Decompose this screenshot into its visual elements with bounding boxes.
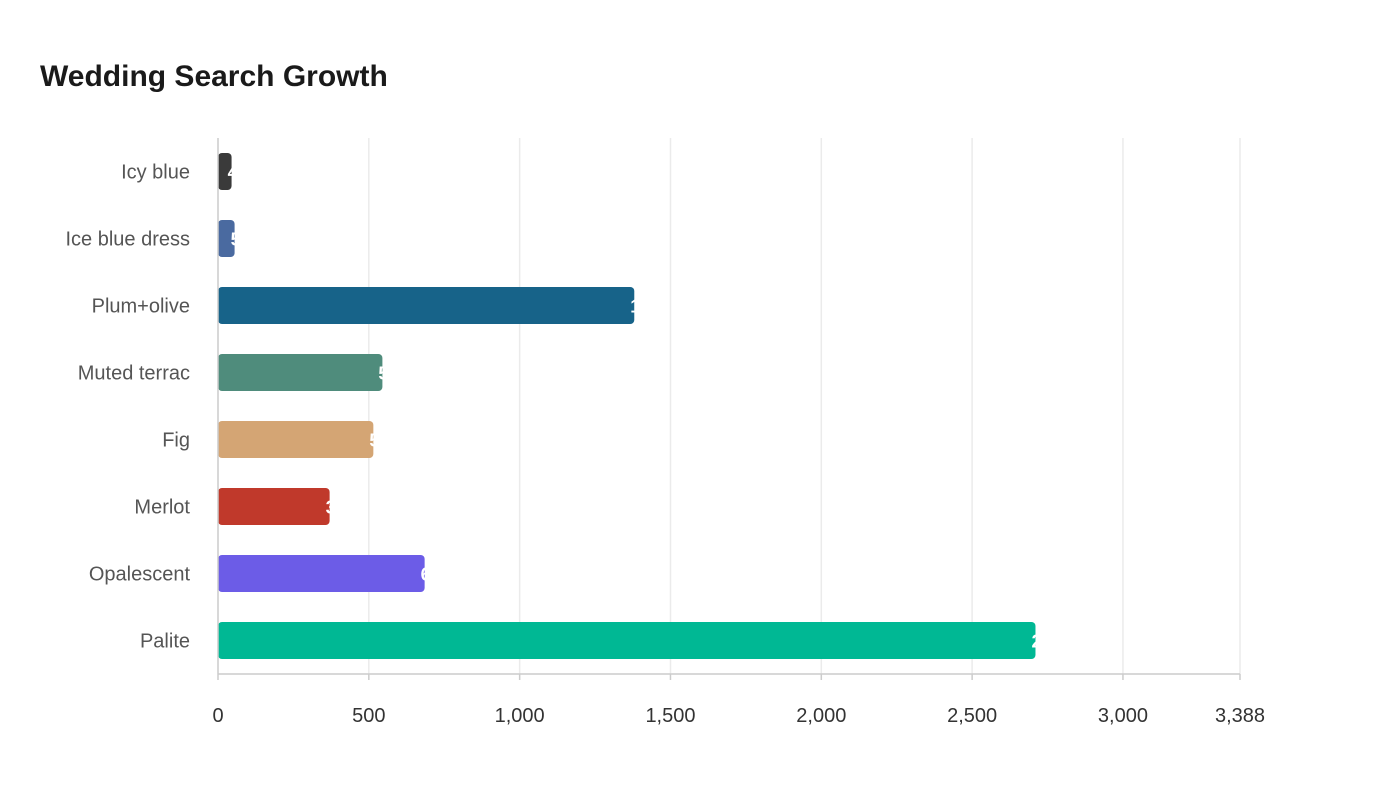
x-tick-label: 3,000 [1098,705,1148,727]
category-label: Icy blue [121,162,190,184]
labels: 0 500 1,000 1,500 2,000 2,500 3,000 3,388 Icy bl… [65,162,1265,728]
bars [218,153,1036,659]
category-label: Fig [162,430,190,452]
bar [218,421,374,458]
x-tick-label: 1,000 [495,705,545,727]
data-label: 685 [421,565,451,585]
axes [217,138,1241,680]
data-label: 55 [231,230,251,250]
x-tick-label: 2,000 [796,705,846,727]
data-label: 1380 [630,297,670,317]
x-tick-label: 500 [352,705,385,727]
x-tick-label: 1,500 [645,705,695,727]
x-tick-label: 2,500 [947,705,997,727]
bar [218,287,635,324]
data-label: 545 [378,364,408,384]
category-label: Muted terrac [78,363,190,385]
bar [218,220,235,257]
category-label: Palite [140,631,190,653]
bar [218,354,383,391]
x-tick-label: 0 [212,705,223,727]
x-tick-label: 3,388 [1215,705,1265,727]
category-label: Ice blue dress [65,229,190,251]
data-label: 370 [326,498,356,518]
data-label: 2710 [1031,632,1071,652]
grid-lines [368,138,1241,674]
category-label: Plum+olive [92,296,190,318]
bar [218,488,330,525]
category-label: Opalescent [89,564,191,586]
bar [218,622,1036,659]
category-label: Merlot [134,497,190,519]
bar [218,555,425,592]
chart-title: Wedding Search Growth [40,60,388,93]
data-label: 45 [228,163,248,183]
bar [218,153,232,190]
data-label: 515 [369,431,399,451]
